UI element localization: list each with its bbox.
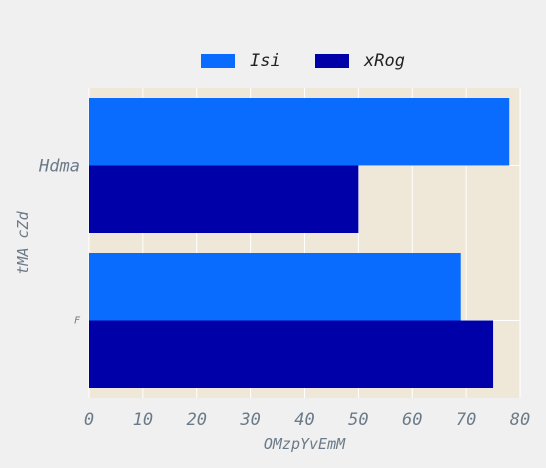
bar-Isi-Hdma bbox=[89, 98, 510, 166]
bars-group bbox=[89, 98, 510, 388]
x-axis-label: OMzpYvEmM bbox=[264, 435, 346, 453]
y-category-labels: Hdma F bbox=[38, 157, 81, 327]
legend: Isi xRog bbox=[201, 51, 405, 71]
x-tick-label: 20 bbox=[187, 410, 207, 430]
x-tick-labels: 0 10 20 30 40 50 60 70 80 bbox=[84, 410, 530, 430]
x-tick-label: 10 bbox=[133, 410, 153, 430]
y-category-label: F bbox=[74, 316, 81, 327]
x-tick-label: 40 bbox=[294, 410, 314, 430]
bar-xRog-Hdma bbox=[89, 165, 359, 233]
bar-xRog-F bbox=[89, 320, 494, 388]
x-tick-label: 60 bbox=[402, 410, 422, 430]
x-tick-label: 0 bbox=[84, 410, 94, 430]
x-tick-label: 50 bbox=[348, 410, 368, 430]
legend-label-Isi: Isi bbox=[250, 51, 281, 71]
y-category-label: Hdma bbox=[38, 157, 80, 177]
x-tick-label: 30 bbox=[239, 410, 260, 430]
legend-swatch-xRog bbox=[315, 54, 349, 68]
x-tick-label: 70 bbox=[456, 410, 476, 430]
bar-Isi-F bbox=[89, 253, 461, 321]
legend-swatch-Isi bbox=[201, 54, 235, 68]
legend-label-xRog: xRog bbox=[363, 51, 405, 71]
x-tick-label: 80 bbox=[510, 410, 530, 430]
y-axis-label: tMA cZd bbox=[14, 210, 32, 274]
